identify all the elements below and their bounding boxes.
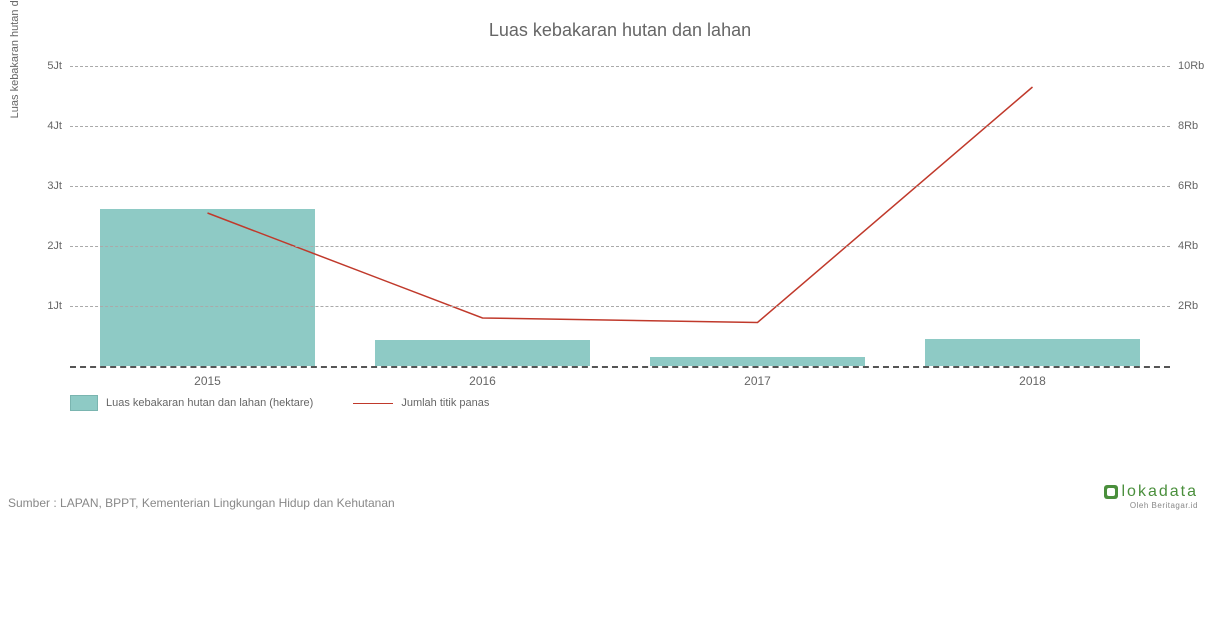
grid-line — [70, 126, 1170, 127]
y-right-tick-label: 4Rb — [1178, 240, 1210, 252]
y-left-tick-label: 4Jt — [22, 120, 62, 132]
legend-swatch-bar — [70, 395, 98, 411]
y-left-tick-label: 3Jt — [22, 180, 62, 192]
y-left-tick-label: 2Jt — [22, 240, 62, 252]
grid-baseline — [70, 366, 1170, 368]
x-tick-label: 2016 — [345, 374, 620, 388]
brand-name: lokadata — [1122, 483, 1199, 500]
chart-container: Luas kebakaran hutan dan lahan Luas keba… — [70, 20, 1170, 420]
brand-leaf-icon — [1104, 485, 1118, 499]
y-left-axis-label: Luas kebakaran hutan dan lahan (hektare) — [9, 0, 21, 118]
y-left-tick-label: 5Jt — [22, 60, 62, 72]
legend-swatch-line — [353, 403, 393, 404]
chart-title: Luas kebakaran hutan dan lahan — [70, 20, 1170, 41]
brand-logo: lokadata — [1104, 483, 1199, 501]
legend-label-bars: Luas kebakaran hutan dan lahan (hektare) — [106, 397, 313, 409]
brand-subtitle: Oleh Beritagar.id — [1104, 501, 1199, 510]
x-tick-label: 2015 — [70, 374, 345, 388]
x-tick-label: 2017 — [620, 374, 895, 388]
legend-label-line: Jumlah titik panas — [401, 397, 489, 409]
grid-line — [70, 246, 1170, 247]
y-right-tick-label: 8Rb — [1178, 120, 1210, 132]
grid-line — [70, 66, 1170, 67]
chart-footer: Sumber : LAPAN, BPPT, Kementerian Lingku… — [8, 483, 1198, 510]
legend-item-line: Jumlah titik panas — [353, 397, 489, 409]
source-text: Sumber : LAPAN, BPPT, Kementerian Lingku… — [8, 496, 395, 510]
chart-legend: Luas kebakaran hutan dan lahan (hektare)… — [70, 395, 489, 411]
y-left-tick-label: 1Jt — [22, 300, 62, 312]
y-right-tick-label: 2Rb — [1178, 300, 1210, 312]
grid-line — [70, 306, 1170, 307]
line-polyline — [208, 87, 1033, 323]
legend-item-bars: Luas kebakaran hutan dan lahan (hektare) — [70, 395, 313, 411]
brand-block: lokadata Oleh Beritagar.id — [1104, 483, 1199, 510]
grid-line — [70, 186, 1170, 187]
x-tick-label: 2018 — [895, 374, 1170, 388]
y-right-tick-label: 10Rb — [1178, 60, 1210, 72]
line-series — [70, 66, 1170, 366]
y-right-tick-label: 6Rb — [1178, 180, 1210, 192]
chart-plot: Luas kebakaran hutan dan lahan (hektare)… — [70, 66, 1170, 366]
